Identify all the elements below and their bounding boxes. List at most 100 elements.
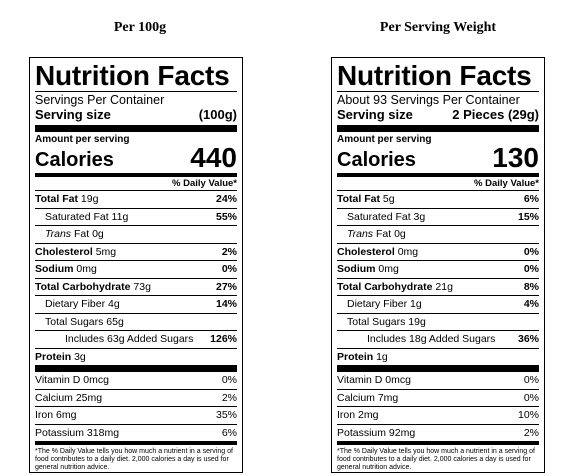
nutrient-label: Saturated Fat 3g bbox=[347, 210, 426, 223]
nutrient-label: Potassium 92mg bbox=[337, 426, 416, 439]
nutrient-label: Calcium 25mg bbox=[35, 391, 103, 404]
nutrient-label: Includes 18g Added Sugars bbox=[367, 333, 496, 345]
nutrient-label: Protein bbox=[337, 350, 374, 363]
label-title: Nutrition Facts bbox=[35, 60, 230, 91]
nutrient-dv: 4% bbox=[523, 298, 539, 310]
sodium-row: Sodium 0mg 0% bbox=[337, 260, 539, 278]
nutrient-amount: 0mg bbox=[397, 245, 419, 258]
serving-size-value: (100g) bbox=[198, 107, 237, 122]
nutrient-label: Includes 63g Added Sugars bbox=[65, 333, 194, 345]
nutrient-dv: 6% bbox=[221, 426, 237, 439]
nutrient-dv: 0% bbox=[221, 263, 237, 275]
nutrient-dv: 14% bbox=[215, 298, 237, 310]
nutrient-dv: 36% bbox=[517, 333, 539, 345]
nutrient-label: Total Fat bbox=[337, 193, 380, 205]
cholesterol-row: Cholesterol 5mg 2% bbox=[35, 242, 237, 261]
added-sugars-row: Includes 63g Added Sugars 126% bbox=[35, 330, 237, 348]
serving-size-label: Serving size bbox=[35, 107, 111, 122]
protein-row: Protein 1g bbox=[337, 347, 539, 366]
calories-label: Calories bbox=[35, 149, 114, 171]
column-heading-per-serving: Per Serving Weight bbox=[379, 20, 497, 35]
saturated-fat-row: Saturated Fat 3g 15% bbox=[337, 207, 539, 226]
nutrient-amount: 5mg bbox=[95, 245, 117, 258]
nutrient-dv: 2% bbox=[221, 391, 237, 404]
nutrient-label: Dietary Fiber 1g bbox=[347, 298, 422, 310]
nutrient-dv: 10% bbox=[517, 409, 539, 421]
nutrient-dv: 8% bbox=[523, 280, 539, 293]
saturated-fat-row: Saturated Fat 11g 55% bbox=[35, 207, 237, 226]
total-carb-row: Total Carbohydrate 73g 27% bbox=[35, 277, 237, 296]
nutrient-dv: 0% bbox=[523, 245, 539, 258]
label-title: Nutrition Facts bbox=[337, 60, 532, 91]
nutrient-label: Total Fat bbox=[35, 193, 78, 205]
nutrient-label: Potassium 318mg bbox=[35, 426, 120, 439]
total-fat-row: Total Fat 19g 24% bbox=[35, 190, 237, 208]
calories-value: 440 bbox=[190, 142, 237, 173]
nutrient-dv: 126% bbox=[210, 333, 237, 345]
nutrient-dv: 2% bbox=[221, 245, 237, 258]
nutrient-label: Sodium bbox=[337, 263, 376, 275]
serving-size-label: Serving size bbox=[337, 107, 413, 122]
added-sugars-row: Includes 18g Added Sugars 36% bbox=[337, 330, 539, 348]
nutrient-label: Saturated Fat 11g bbox=[45, 210, 129, 223]
nutrient-label: Total Sugars 19g bbox=[347, 315, 426, 328]
nutrient-dv: 27% bbox=[215, 280, 237, 293]
nutrient-amount: 3g bbox=[74, 350, 86, 363]
nutrient-dv: 0% bbox=[221, 374, 237, 386]
footnote: *The % Daily Value tells you how much a … bbox=[35, 448, 233, 471]
nutrient-label: Protein bbox=[35, 350, 72, 363]
total-carb-row: Total Carbohydrate 21g 8% bbox=[337, 277, 539, 296]
nutrient-amount: 73g bbox=[133, 280, 151, 293]
nutrient-amount: 0mg bbox=[76, 263, 97, 275]
total-sugars-row: Total Sugars 65g bbox=[35, 312, 237, 331]
calories-row: Calories 440 bbox=[35, 142, 237, 173]
vitamin-d-row: Vitamin D 0mcg 0% bbox=[337, 372, 539, 389]
trans-label: Trans bbox=[45, 228, 72, 240]
nutrient-dv: 2% bbox=[523, 426, 539, 439]
nutrition-label-per-100g: Nutrition Facts Servings Per Container S… bbox=[29, 57, 243, 473]
sodium-row: Sodium 0mg 0% bbox=[35, 260, 237, 278]
vitamins-section: Vitamin D 0mcg 0% Calcium 7mg 0% Iron 2m… bbox=[337, 372, 539, 441]
nutrient-amount: 21g bbox=[435, 280, 453, 293]
nutrient-amount: 1g bbox=[376, 350, 388, 363]
nutrient-label: Iron 2mg bbox=[337, 409, 379, 421]
serving-size-value: 2 Pieces (29g) bbox=[452, 107, 539, 122]
trans-fat-row: Trans Fat 0g bbox=[35, 225, 237, 243]
nutrient-dv: 55% bbox=[215, 210, 237, 223]
fiber-row: Dietary Fiber 1g 4% bbox=[337, 295, 539, 313]
nutrient-label: Total Sugars 65g bbox=[45, 315, 124, 328]
amount-per-serving: Amount per serving bbox=[35, 134, 130, 145]
nutrient-dv: 15% bbox=[517, 210, 539, 223]
vitamin-d-row: Vitamin D 0mcg 0% bbox=[35, 372, 237, 389]
serving-size-row: Serving size 2 Pieces (29g) bbox=[337, 107, 539, 123]
footnote: *The % Daily Value tells you how much a … bbox=[337, 448, 535, 471]
servings-per-container: About 93 Servings Per Container bbox=[337, 93, 520, 107]
calories-label: Calories bbox=[337, 149, 416, 171]
iron-row: Iron 6mg 35% bbox=[35, 406, 237, 424]
nutrition-label-per-serving: Nutrition Facts About 93 Servings Per Co… bbox=[331, 57, 545, 473]
protein-row: Protein 3g bbox=[35, 347, 237, 366]
total-sugars-row: Total Sugars 19g bbox=[337, 312, 539, 331]
nutrient-label: Total Carbohydrate bbox=[35, 280, 131, 293]
nutrient-label: Calcium 7mg bbox=[337, 391, 399, 404]
nutrient-label: Sodium bbox=[35, 263, 74, 275]
iron-row: Iron 2mg 10% bbox=[337, 406, 539, 424]
calories-row: Calories 130 bbox=[337, 142, 539, 173]
nutrient-dv: 35% bbox=[215, 409, 237, 421]
nutrient-label: Vitamin D 0mcg bbox=[35, 374, 109, 386]
nutrient-dv: 6% bbox=[523, 193, 539, 205]
column-heading-per-100g: Per 100g bbox=[113, 20, 167, 35]
nutrient-dv: 0% bbox=[523, 374, 539, 386]
calories-value: 130 bbox=[492, 142, 539, 173]
serving-size-row: Serving size (100g) bbox=[35, 107, 237, 123]
trans-rest: Fat 0g bbox=[375, 228, 406, 240]
servings-per-container: Servings Per Container bbox=[35, 93, 165, 107]
nutrient-dv: 0% bbox=[523, 263, 539, 275]
nutrient-label: Dietary Fiber 4g bbox=[45, 298, 120, 310]
calcium-row: Calcium 25mg 2% bbox=[35, 388, 237, 407]
fiber-row: Dietary Fiber 4g 14% bbox=[35, 295, 237, 313]
nutrient-label: Cholesterol bbox=[337, 245, 395, 258]
total-fat-row: Total Fat 5g 6% bbox=[337, 190, 539, 208]
cholesterol-row: Cholesterol 0mg 0% bbox=[337, 242, 539, 261]
nutrient-amount: 0mg bbox=[378, 263, 399, 275]
